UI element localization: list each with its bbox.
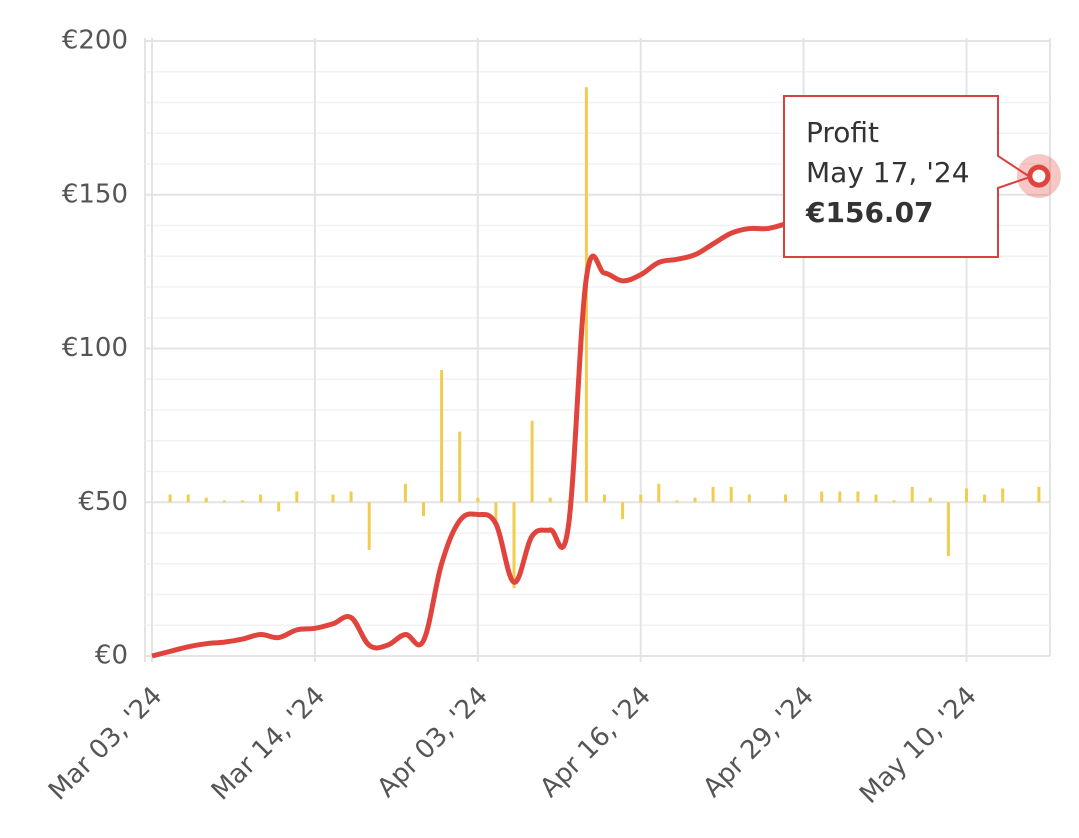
bar xyxy=(458,431,462,503)
bar xyxy=(621,502,625,520)
bar xyxy=(693,497,697,503)
bar xyxy=(331,494,335,503)
x-tick-label: Mar 03, '24 xyxy=(43,681,168,806)
bar xyxy=(928,497,932,503)
bar xyxy=(675,500,679,503)
bar xyxy=(747,494,751,503)
bar xyxy=(349,491,353,503)
bar xyxy=(259,494,263,503)
x-tick-label: May 10, '24 xyxy=(854,681,983,810)
bar xyxy=(295,491,299,503)
bar xyxy=(711,486,715,503)
bar xyxy=(476,497,480,503)
bar xyxy=(548,497,552,503)
bar xyxy=(241,500,244,503)
bar xyxy=(204,497,208,503)
y-tick-label: €50 xyxy=(78,487,128,517)
bar xyxy=(838,491,842,503)
y-tick-label: €150 xyxy=(62,179,128,209)
tooltip-date: May 17, '24 xyxy=(806,156,970,189)
bar xyxy=(186,494,190,503)
bar xyxy=(222,500,226,503)
x-tick-label: Apr 16, '24 xyxy=(535,681,657,803)
bar xyxy=(910,486,914,503)
bar xyxy=(403,483,407,503)
bar xyxy=(856,491,860,503)
tooltip-series: Profit xyxy=(806,116,879,149)
hover-marker xyxy=(1016,154,1061,199)
bar xyxy=(367,502,371,550)
bar xyxy=(1001,488,1005,503)
y-tick-label: €200 xyxy=(62,26,128,56)
y-tick-label: €100 xyxy=(62,333,128,363)
bar xyxy=(729,486,733,503)
y-tick-label: €0 xyxy=(95,641,128,671)
bar xyxy=(512,502,516,589)
bar xyxy=(494,502,498,521)
hover-point xyxy=(1027,164,1051,188)
bar xyxy=(566,500,570,503)
bar xyxy=(277,502,281,512)
bar xyxy=(603,494,606,503)
bar xyxy=(657,483,661,503)
bar xyxy=(530,420,534,503)
bar xyxy=(892,500,896,503)
tooltip: Profit May 17, '24 €156.07 xyxy=(783,95,1033,258)
bar xyxy=(983,494,987,503)
bar xyxy=(422,502,425,517)
bar xyxy=(965,488,968,503)
tooltip-box xyxy=(783,95,1033,258)
bar xyxy=(639,494,643,503)
bar xyxy=(1037,486,1041,503)
tooltip-value: €156.07 xyxy=(805,196,934,229)
bar xyxy=(784,494,787,503)
x-tick-label: Apr 29, '24 xyxy=(697,681,819,803)
bar xyxy=(168,494,172,503)
x-tick-label: Mar 14, '24 xyxy=(206,681,331,806)
bar xyxy=(946,502,950,557)
x-tick-label: Apr 03, '24 xyxy=(372,681,494,803)
bar xyxy=(440,370,444,503)
bar xyxy=(874,494,878,503)
bar xyxy=(820,491,824,503)
